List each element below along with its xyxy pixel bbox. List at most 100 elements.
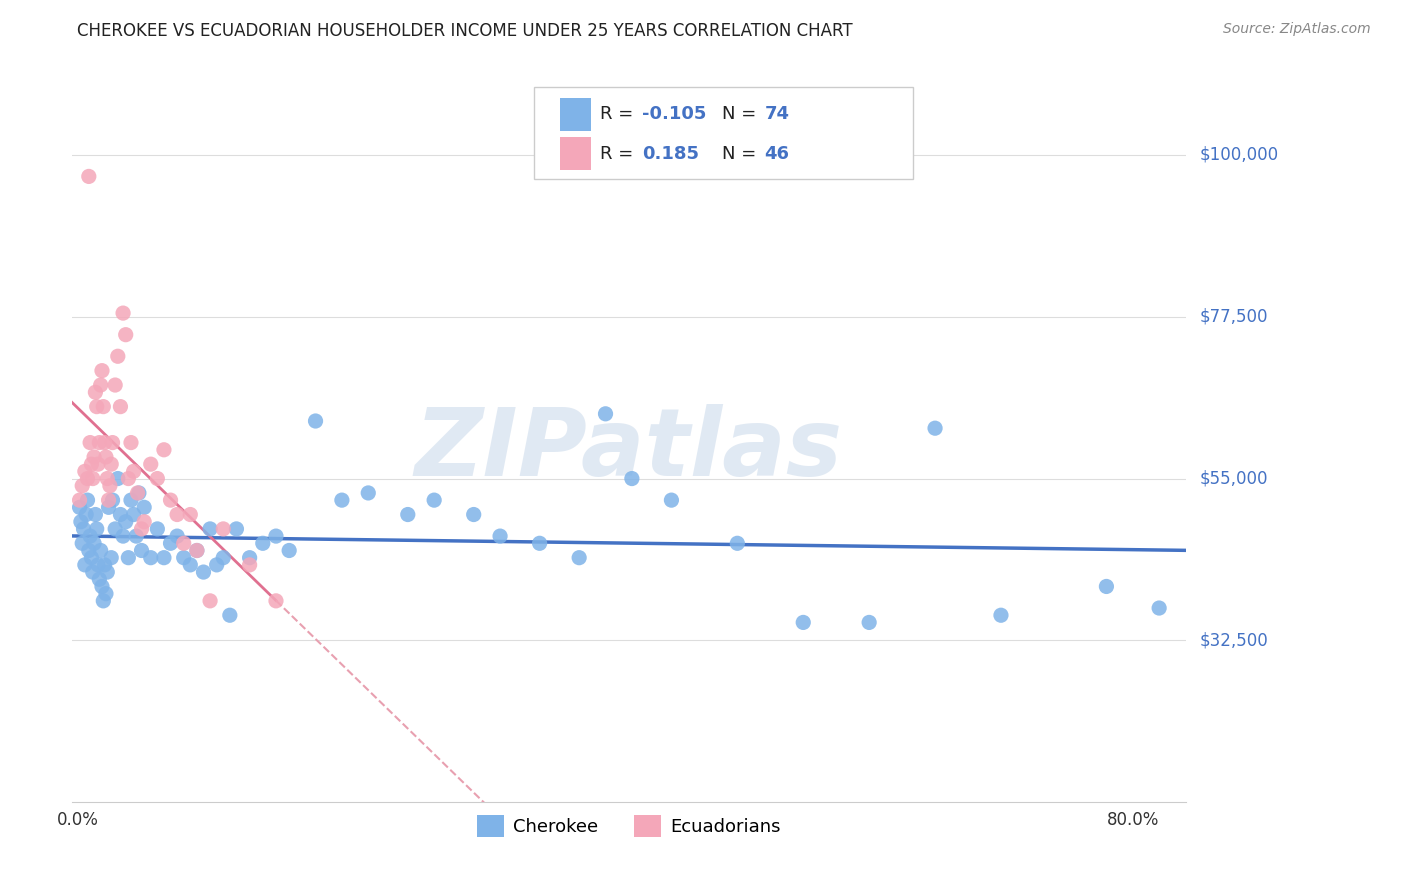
- Point: [93, 558, 115, 572]
- Point: [225, 522, 247, 536]
- Text: R =: R =: [599, 145, 638, 163]
- Point: [77, 543, 100, 558]
- Point: [122, 464, 145, 478]
- Point: [101, 493, 124, 508]
- Point: [120, 435, 142, 450]
- Point: [91, 364, 114, 378]
- Text: -0.105: -0.105: [643, 105, 706, 123]
- Point: [146, 471, 169, 485]
- Point: [73, 464, 96, 478]
- Point: [96, 565, 118, 579]
- Point: [100, 457, 122, 471]
- Point: [131, 543, 153, 558]
- Point: [100, 550, 122, 565]
- Point: [91, 594, 114, 608]
- Text: $32,500: $32,500: [1199, 632, 1268, 649]
- Point: [568, 550, 591, 565]
- Text: N =: N =: [723, 145, 762, 163]
- Point: [252, 536, 274, 550]
- Point: [159, 536, 181, 550]
- Point: [82, 565, 104, 579]
- Point: [725, 536, 748, 550]
- Point: [70, 536, 93, 550]
- Point: [330, 493, 353, 508]
- Point: [104, 378, 127, 392]
- Point: [179, 508, 201, 522]
- Point: [96, 471, 118, 485]
- Point: [101, 435, 124, 450]
- Point: [153, 550, 176, 565]
- Point: [84, 385, 107, 400]
- Point: [94, 587, 117, 601]
- Point: [90, 378, 112, 392]
- Point: [107, 349, 129, 363]
- Point: [76, 493, 98, 508]
- Point: [80, 550, 103, 565]
- Text: $77,500: $77,500: [1199, 308, 1268, 326]
- Point: [423, 493, 446, 508]
- Point: [91, 400, 114, 414]
- Point: [595, 407, 617, 421]
- Point: [117, 550, 139, 565]
- Point: [924, 421, 946, 435]
- Text: N =: N =: [723, 105, 762, 123]
- Point: [89, 572, 111, 586]
- Point: [125, 529, 148, 543]
- Point: [91, 579, 114, 593]
- Point: [73, 558, 96, 572]
- Point: [84, 508, 107, 522]
- Point: [1095, 579, 1118, 593]
- Point: [89, 435, 111, 450]
- Point: [264, 594, 287, 608]
- Point: [166, 508, 188, 522]
- Point: [107, 471, 129, 485]
- Point: [131, 522, 153, 536]
- Point: [82, 471, 104, 485]
- Point: [87, 558, 110, 572]
- Point: [120, 493, 142, 508]
- Point: [159, 493, 181, 508]
- Point: [792, 615, 814, 630]
- Point: [990, 608, 1012, 623]
- Point: [173, 550, 195, 565]
- Point: [79, 529, 101, 543]
- Point: [75, 508, 97, 522]
- Point: [153, 442, 176, 457]
- Point: [198, 594, 221, 608]
- Text: $100,000: $100,000: [1199, 146, 1278, 164]
- Point: [94, 450, 117, 464]
- Point: [489, 529, 512, 543]
- Point: [278, 543, 301, 558]
- Point: [114, 515, 136, 529]
- Point: [218, 608, 240, 623]
- Point: [70, 515, 93, 529]
- Point: [193, 565, 215, 579]
- Text: 46: 46: [765, 145, 790, 163]
- Point: [212, 550, 235, 565]
- Point: [69, 493, 91, 508]
- Point: [128, 486, 150, 500]
- FancyBboxPatch shape: [560, 97, 591, 130]
- Point: [112, 306, 135, 320]
- Point: [90, 543, 112, 558]
- Text: 74: 74: [765, 105, 790, 123]
- Point: [205, 558, 228, 572]
- Point: [134, 500, 156, 515]
- Point: [1147, 601, 1170, 615]
- Point: [179, 558, 201, 572]
- Point: [110, 508, 132, 522]
- Point: [70, 479, 93, 493]
- Point: [80, 457, 103, 471]
- Point: [212, 522, 235, 536]
- Point: [110, 400, 132, 414]
- Point: [97, 500, 120, 515]
- Point: [97, 493, 120, 508]
- Point: [173, 536, 195, 550]
- Point: [198, 522, 221, 536]
- Point: [239, 550, 262, 565]
- Point: [139, 457, 162, 471]
- Point: [396, 508, 419, 522]
- Point: [76, 471, 98, 485]
- Point: [117, 471, 139, 485]
- Point: [186, 543, 208, 558]
